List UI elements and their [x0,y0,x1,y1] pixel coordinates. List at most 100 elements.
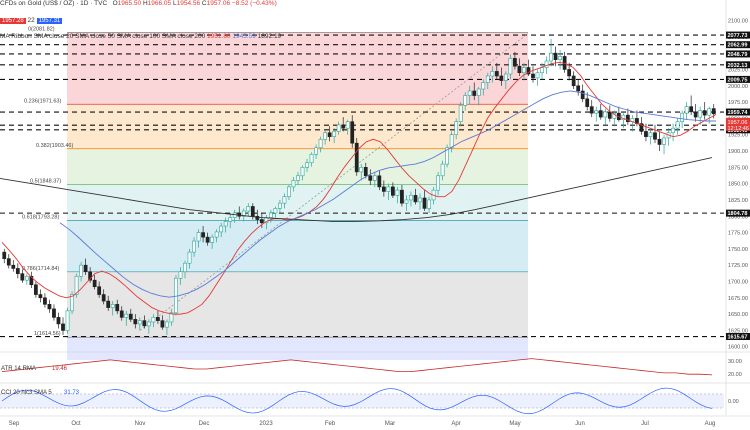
level-price-label: 2077.73 [728,33,748,39]
bid-button[interactable]: 1957.28 [0,18,26,24]
last-price-tag [726,117,750,131]
y-tick-label: 1825.00 [728,198,748,204]
candle-body [711,108,716,115]
candle-body [232,212,237,218]
x-tick-label: May [509,421,520,427]
fib-level-label: 0.236(1971.63) [24,98,61,104]
level-price-label: 1959.74 [728,110,749,116]
candle-body [476,88,481,96]
candle-body [598,110,603,118]
candle-body [404,199,409,204]
candle-body [52,308,56,318]
candle-body [377,175,382,188]
y-tick-label: 1600.00 [728,345,748,351]
candle-body [56,317,61,325]
fib-level-label: 1(1614.56) [34,331,61,337]
candle-body [675,121,680,129]
candle-body [336,124,341,132]
y-tick-label: 1850.00 [728,182,748,188]
candle-body [228,217,233,222]
candle-body [418,197,422,203]
candle-body [644,131,648,137]
candle-body [38,294,43,299]
level-price-tag [726,31,750,39]
candle-body [368,175,373,181]
fib-level-label: 0.382(1903.46) [36,143,73,149]
candle-body [345,121,350,129]
bid-ask-row: 1957.28 22 1957.31 [0,17,63,26]
y-tick-label: 1900.00 [728,149,748,155]
countdown-label: 12:12:46 [728,126,749,132]
candle-body [156,317,160,321]
candle-body [653,132,657,140]
fib-zone [67,271,528,338]
candle-body [332,131,337,137]
candle-body [481,82,486,90]
candle-body [490,71,495,77]
candle-body [553,52,558,60]
candle-body [381,186,386,192]
candle-body [359,167,364,173]
candle-body [183,262,187,273]
candle-body [436,175,440,191]
y-tick-label: 1700.00 [728,279,748,285]
fib-level-label: 0.5(1848.37) [30,179,61,185]
candle-body [79,264,83,277]
candle-body [558,56,562,60]
fib-level-label: 0(2081.82) [28,26,55,32]
candle-body [29,275,34,286]
candle-body [205,236,210,243]
level-price-tag [726,209,750,217]
candle-body [449,134,454,149]
candle-body [354,142,359,173]
candle-body [499,75,504,81]
candle-body [607,111,612,119]
high-value: 1966.05 [147,0,172,7]
y-tick-label: 1750.00 [728,247,748,253]
y-tick-label: 1775.00 [728,231,748,237]
candle-body [178,271,183,279]
candle-body [124,313,129,318]
candle-body [503,73,508,81]
candle-body [454,121,459,135]
candle-body [160,320,165,328]
candle-body [567,69,572,77]
level-price-tag [726,75,750,83]
candle-body [70,294,74,312]
candle-body [151,317,156,323]
close-label: C [201,0,207,7]
candle-body [422,197,427,209]
candle-body [24,275,29,281]
y-tick-label: 2025.00 [728,67,748,73]
candle-body [522,67,526,74]
candle-body [680,112,684,122]
candle-body [133,319,138,325]
candle-body [544,60,549,68]
candle-body [657,138,662,145]
atr-value: 19.46 [52,366,68,372]
moving-average-line [59,90,716,298]
candle-body [526,67,531,75]
level-price-tag [726,108,750,116]
candle-body [74,275,79,295]
open-label: O [112,0,118,7]
candle-body [142,320,147,327]
candle-body [684,106,689,114]
low-label: L [172,0,177,7]
candle-body [296,175,300,181]
candle-body [589,106,594,114]
candle-body [585,98,590,107]
x-tick-label: Jul [641,421,649,427]
candle-body [300,167,305,177]
candle-body [268,212,273,218]
ask-button[interactable]: 1957.31 [36,18,63,24]
ma-value-200: 1892.19 [257,33,282,40]
candle-body [409,195,413,201]
atr-line [1,358,713,376]
candle-body [137,320,142,325]
candle-body [603,111,608,118]
indicator-legend[interactable]: MA Ribbon SMA close 20 SMA close 50 SMA … [0,33,281,40]
candle-body [196,232,201,242]
candle-body [223,221,228,227]
